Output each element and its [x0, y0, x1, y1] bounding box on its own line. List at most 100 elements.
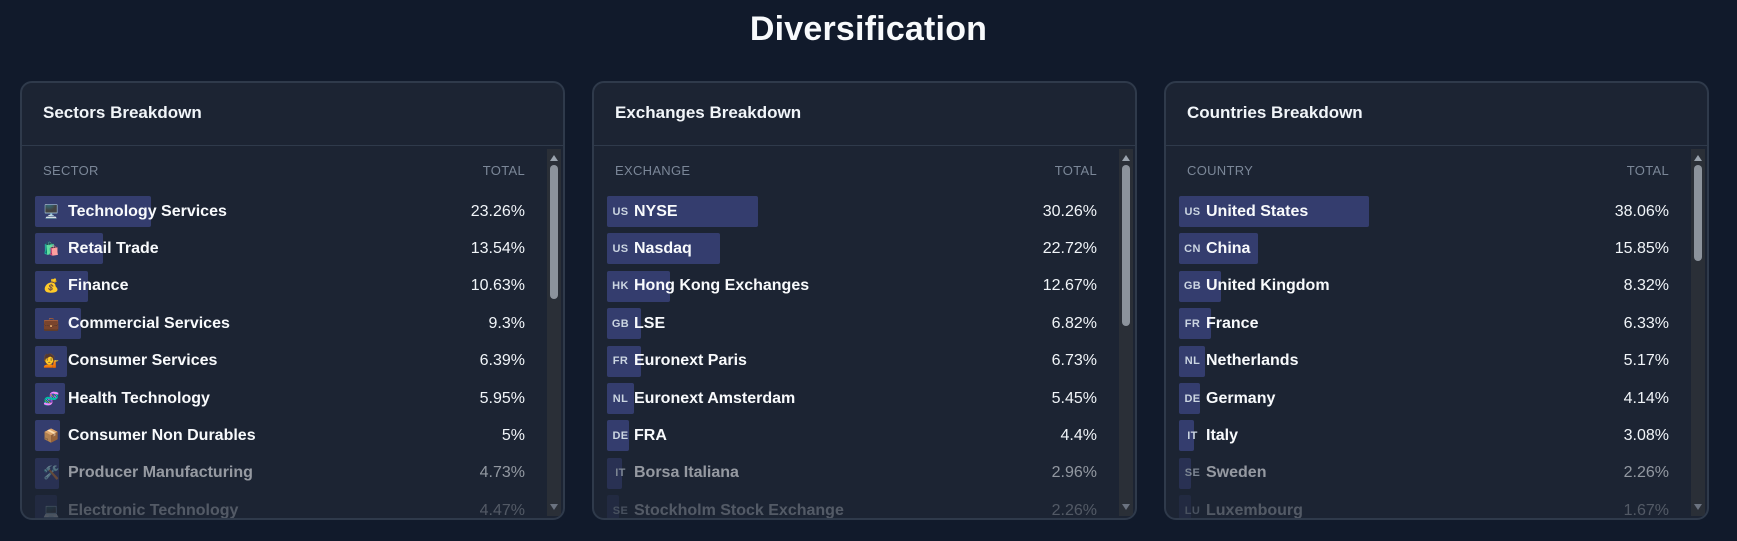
sector-row[interactable]: 🛠️ Producer Manufacturing 4.73%: [35, 455, 525, 492]
scrollbar-thumb[interactable]: [1694, 165, 1702, 261]
share-bar: [35, 270, 89, 302]
row-content: NL Euronext Amsterdam 5.45%: [607, 380, 1097, 417]
countries-rows: US United States 38.06% CN China 15.85% GB Unit…: [1179, 193, 1669, 518]
countrie-row[interactable]: CN China 15.85%: [1179, 230, 1669, 267]
countries-card-header: Countries Breakdown: [1166, 83, 1707, 146]
row-total: 6.82%: [1051, 314, 1097, 332]
row-name: Hong Kong Exchanges: [634, 277, 810, 295]
money-bag-icon: 💰: [43, 278, 60, 294]
row-name: LSE: [634, 314, 666, 332]
sector-row[interactable]: 🛍️ Retail Trade 13.54%: [35, 230, 525, 267]
countrie-row[interactable]: LU Luxembourg 1.67%: [1179, 492, 1669, 518]
countries-table: COUNTRY TOTAL US United States 38.06% CN Chi…: [1166, 147, 1707, 518]
countries-card: Countries Breakdown COUNTRY TOTAL US Unit…: [1164, 81, 1709, 520]
countrie-row[interactable]: IT Italy 3.08%: [1179, 417, 1669, 454]
row-name: Health Technology: [68, 389, 210, 407]
person-tipping-hand-icon: 💁: [43, 353, 60, 369]
share-bar: [1179, 233, 1259, 265]
row-content: DE FRA 4.4%: [607, 417, 1097, 454]
row-name: Commercial Services: [68, 314, 230, 332]
row-content: 🖥️ Technology Services 23.26%: [35, 193, 525, 230]
row-content: HK Hong Kong Exchanges 12.67%: [607, 268, 1097, 305]
row-name: Borsa Italiana: [634, 464, 739, 482]
exchanges-card-header: Exchanges Breakdown: [594, 83, 1135, 146]
sector-row[interactable]: 💻 Electronic Technology 4.47%: [35, 492, 525, 518]
row-name: France: [1206, 314, 1259, 332]
exchange-row[interactable]: NL Euronext Amsterdam 5.45%: [607, 380, 1097, 417]
scroll-up-arrow-icon[interactable]: [550, 155, 558, 161]
scroll-down-arrow-icon[interactable]: [550, 504, 558, 510]
row-total: 4.73%: [479, 464, 525, 482]
exchange-row[interactable]: HK Hong Kong Exchanges 12.67%: [607, 268, 1097, 305]
sector-row[interactable]: 💼 Commercial Services 9.3%: [35, 305, 525, 342]
row-total: 3.08%: [1623, 427, 1669, 445]
row-total: 6.33%: [1623, 314, 1669, 332]
sector-row[interactable]: 🧬 Health Technology 5.95%: [35, 380, 525, 417]
row-content: GB LSE 6.82%: [607, 305, 1097, 342]
row-name: Luxembourg: [1206, 501, 1303, 518]
shopping-bags-icon: 🛍️: [43, 241, 60, 257]
sectors-rows: 🖥️ Technology Services 23.26% 🛍️ Retail Trad…: [35, 193, 525, 518]
row-content: FR France 6.33%: [1179, 305, 1669, 342]
share-bar: [607, 270, 671, 302]
row-name: Retail Trade: [68, 240, 159, 258]
row-total: 2.26%: [1623, 464, 1669, 482]
sector-column-header[interactable]: SECTOR: [43, 163, 99, 178]
sector-row[interactable]: 💰 Finance 10.63%: [35, 268, 525, 305]
share-bar: [607, 420, 629, 452]
flag-code-icon: GB: [1183, 280, 1202, 293]
country-column-header[interactable]: COUNTRY: [1187, 163, 1254, 178]
exchange-row[interactable]: IT Borsa Italiana 2.96%: [607, 455, 1097, 492]
flag-code-icon: SE: [612, 504, 629, 517]
flag-code-icon: HK: [612, 280, 629, 293]
row-content: 🛠️ Producer Manufacturing 4.73%: [35, 455, 525, 492]
total-column-header[interactable]: TOTAL: [1626, 163, 1669, 178]
exchange-row[interactable]: SE Stockholm Stock Exchange 2.26%: [607, 492, 1097, 518]
row-total: 5.17%: [1623, 352, 1669, 370]
scrollbar-thumb[interactable]: [1122, 165, 1130, 326]
row-total: 2.26%: [1051, 501, 1097, 518]
countrie-row[interactable]: SE Sweden 2.26%: [1179, 455, 1669, 492]
exchange-row[interactable]: US Nasdaq 22.72%: [607, 230, 1097, 267]
row-content: IT Italy 3.08%: [1179, 417, 1669, 454]
row-name: United States: [1206, 202, 1309, 220]
scroll-up-arrow-icon[interactable]: [1122, 155, 1130, 161]
sector-row[interactable]: 💁 Consumer Services 6.39%: [35, 343, 525, 380]
row-content: SE Stockholm Stock Exchange 2.26%: [607, 492, 1097, 518]
sector-row[interactable]: 🖥️ Technology Services 23.26%: [35, 193, 525, 230]
total-column-header[interactable]: TOTAL: [482, 163, 525, 178]
sector-row[interactable]: 📦 Consumer Non Durables 5%: [35, 417, 525, 454]
sectors-card: Sectors Breakdown SECTOR TOTAL 🖥️ Technol…: [20, 81, 565, 520]
exchange-row[interactable]: US NYSE 30.26%: [607, 193, 1097, 230]
package-icon: 📦: [43, 428, 60, 444]
exchange-row[interactable]: GB LSE 6.82%: [607, 305, 1097, 342]
exchange-row[interactable]: FR Euronext Paris 6.73%: [607, 343, 1097, 380]
exchange-row[interactable]: DE FRA 4.4%: [607, 417, 1097, 454]
row-content: LU Luxembourg 1.67%: [1179, 492, 1669, 518]
flag-code-icon: NL: [612, 392, 629, 405]
row-total: 8.32%: [1623, 277, 1669, 295]
scroll-down-arrow-icon[interactable]: [1122, 504, 1130, 510]
countrie-row[interactable]: US United States 38.06%: [1179, 193, 1669, 230]
flag-code-icon: FR: [612, 355, 629, 368]
row-total: 9.3%: [488, 314, 525, 332]
countrie-row[interactable]: FR France 6.33%: [1179, 305, 1669, 342]
row-name: Euronext Amsterdam: [634, 389, 796, 407]
exchanges-scrollbar[interactable]: [1119, 149, 1133, 516]
countrie-row[interactable]: DE Germany 4.14%: [1179, 380, 1669, 417]
row-name: Nasdaq: [634, 240, 692, 258]
share-bar: [607, 345, 641, 377]
scroll-up-arrow-icon[interactable]: [1694, 155, 1702, 161]
countrie-row[interactable]: NL Netherlands 5.17%: [1179, 343, 1669, 380]
countries-scrollbar[interactable]: [1691, 149, 1705, 516]
scroll-down-arrow-icon[interactable]: [1694, 504, 1702, 510]
share-bar: [35, 420, 60, 452]
exchange-column-header[interactable]: EXCHANGE: [615, 163, 691, 178]
countrie-row[interactable]: GB United Kingdom 8.32%: [1179, 268, 1669, 305]
total-column-header[interactable]: TOTAL: [1054, 163, 1097, 178]
sectors-column-headers: SECTOR TOTAL: [43, 163, 525, 179]
scrollbar-thumb[interactable]: [550, 165, 558, 299]
row-name: Electronic Technology: [68, 501, 239, 518]
sectors-scrollbar[interactable]: [547, 149, 561, 516]
share-bar: [35, 457, 59, 489]
